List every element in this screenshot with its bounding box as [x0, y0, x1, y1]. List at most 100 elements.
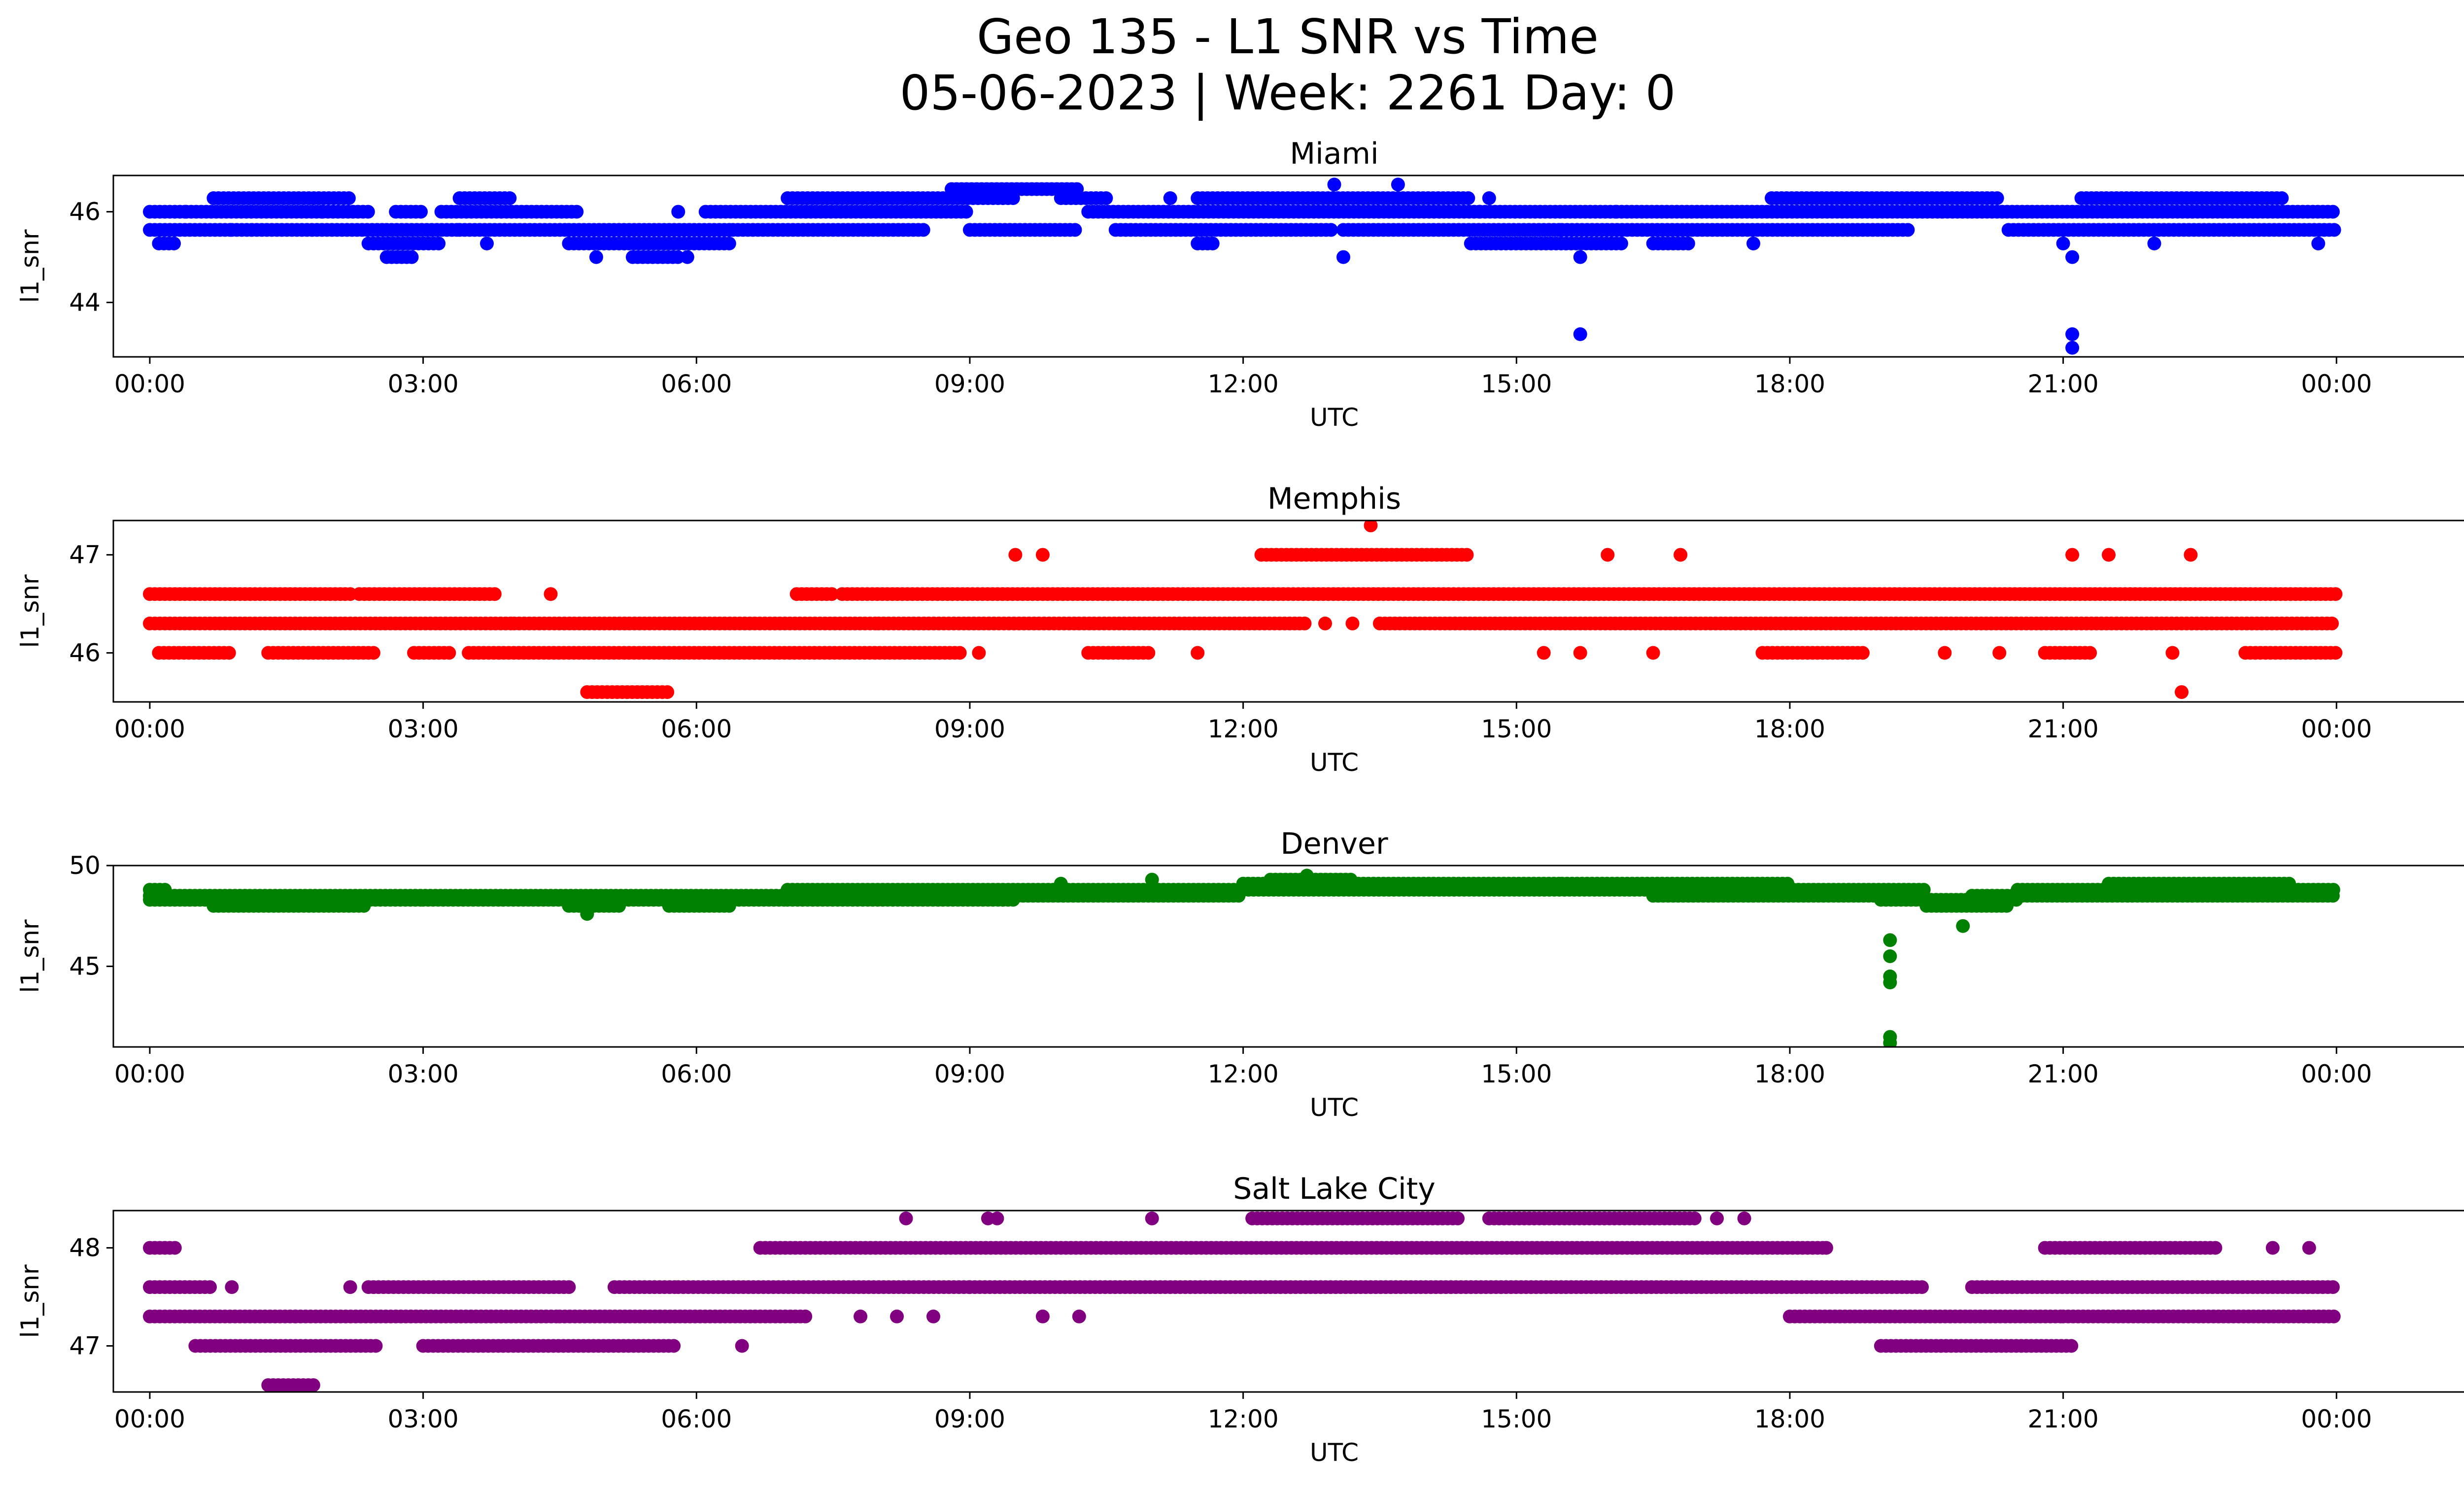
data-point — [1460, 548, 1474, 562]
data-point — [306, 1378, 320, 1392]
data-point — [1461, 191, 1475, 205]
x-tick-label: 12:00 — [1208, 370, 1279, 398]
data-point — [2311, 237, 2326, 250]
data-point — [405, 250, 419, 264]
x-tick-label: 00:00 — [114, 715, 185, 743]
data-point — [225, 1280, 239, 1294]
y-tick-label: 48 — [69, 1234, 101, 1262]
data-point — [1573, 327, 1587, 341]
data-point — [343, 1280, 357, 1294]
data-point — [1054, 876, 1068, 891]
data-point — [1883, 975, 1897, 990]
data-point — [1901, 223, 1915, 237]
data-point — [2208, 1241, 2223, 1255]
data-point — [2327, 223, 2341, 237]
x-tick-label: 06:00 — [661, 370, 732, 398]
data-point — [1819, 1241, 1833, 1255]
x-tick-label: 21:00 — [2028, 1405, 2099, 1433]
subplot-title: Memphis — [1267, 482, 1401, 516]
x-tick-label: 15:00 — [1481, 715, 1552, 743]
data-point — [2083, 646, 2097, 660]
y-tick-label: 47 — [69, 541, 101, 569]
data-point — [1855, 646, 1870, 660]
data-point — [168, 1241, 182, 1255]
data-point — [167, 237, 181, 250]
data-point — [222, 646, 236, 660]
x-tick-label: 09:00 — [934, 370, 1005, 398]
data-point — [1391, 177, 1405, 192]
data-point — [1099, 191, 1113, 205]
data-point — [1956, 919, 1970, 933]
data-point — [1780, 876, 1795, 891]
data-point — [1035, 548, 1050, 562]
data-point — [2328, 646, 2343, 660]
data-point — [1746, 237, 1760, 250]
data-point — [660, 685, 675, 699]
data-point — [1035, 1309, 1050, 1323]
data-point — [1573, 250, 1587, 264]
y-tick-label: 45 — [69, 952, 101, 980]
subplot-title: Miami — [1290, 137, 1378, 171]
data-point — [544, 587, 558, 601]
data-point — [1141, 646, 1156, 660]
x-tick-label: 00:00 — [2301, 1405, 2372, 1433]
data-point — [562, 1280, 576, 1294]
data-point — [2328, 587, 2343, 601]
data-point — [1070, 182, 1084, 196]
data-point — [2184, 548, 2198, 562]
x-tick-label: 15:00 — [1481, 370, 1552, 398]
data-point — [1915, 1280, 1929, 1294]
y-tick-label: 47 — [69, 1332, 101, 1360]
y-tick-label: 44 — [69, 288, 101, 317]
data-point — [722, 899, 736, 913]
data-point — [854, 1309, 868, 1323]
subplot-title: Denver — [1280, 827, 1388, 861]
y-axis-label: l1_snr — [16, 229, 44, 303]
data-point — [1681, 237, 1695, 250]
y-axis-label: l1_snr — [16, 1264, 44, 1338]
data-point — [1990, 191, 2004, 205]
data-point — [2327, 1309, 2341, 1323]
data-point — [589, 250, 603, 264]
data-point — [990, 1211, 1004, 1225]
data-point — [1674, 548, 1688, 562]
x-axis-label: UTC — [1310, 1093, 1359, 1122]
x-tick-label: 00:00 — [114, 370, 185, 398]
data-point — [1537, 646, 1551, 660]
data-point — [1145, 872, 1159, 887]
data-point — [1710, 1211, 1724, 1225]
x-tick-label: 18:00 — [1754, 1060, 1825, 1088]
data-point — [2326, 205, 2340, 219]
x-tick-label: 00:00 — [2301, 1060, 2372, 1088]
data-point — [2325, 616, 2339, 630]
data-point — [916, 223, 930, 237]
data-points — [143, 1211, 2341, 1392]
x-tick-label: 00:00 — [114, 1405, 185, 1433]
data-point — [366, 646, 380, 660]
data-point — [959, 205, 973, 219]
data-point — [1646, 646, 1660, 660]
y-tick-label: 46 — [69, 639, 101, 667]
x-tick-label: 12:00 — [1208, 1405, 1279, 1433]
data-point — [798, 1309, 813, 1323]
data-point — [203, 1280, 217, 1294]
data-point — [1345, 616, 1360, 630]
data-point — [1163, 191, 1177, 205]
data-point — [890, 1309, 904, 1323]
data-point — [2064, 1339, 2079, 1353]
x-tick-label: 06:00 — [661, 715, 732, 743]
plot-frame — [112, 865, 2464, 1048]
data-point — [1601, 548, 1615, 562]
x-axis-label: UTC — [1310, 748, 1359, 777]
data-point — [1916, 883, 1931, 897]
data-point — [1068, 223, 1082, 237]
data-point — [480, 237, 494, 250]
data-point — [899, 1211, 913, 1225]
data-point — [1992, 646, 2007, 660]
x-tick-label: 18:00 — [1754, 1405, 1825, 1433]
data-point — [2265, 1241, 2280, 1255]
data-point — [158, 883, 172, 897]
